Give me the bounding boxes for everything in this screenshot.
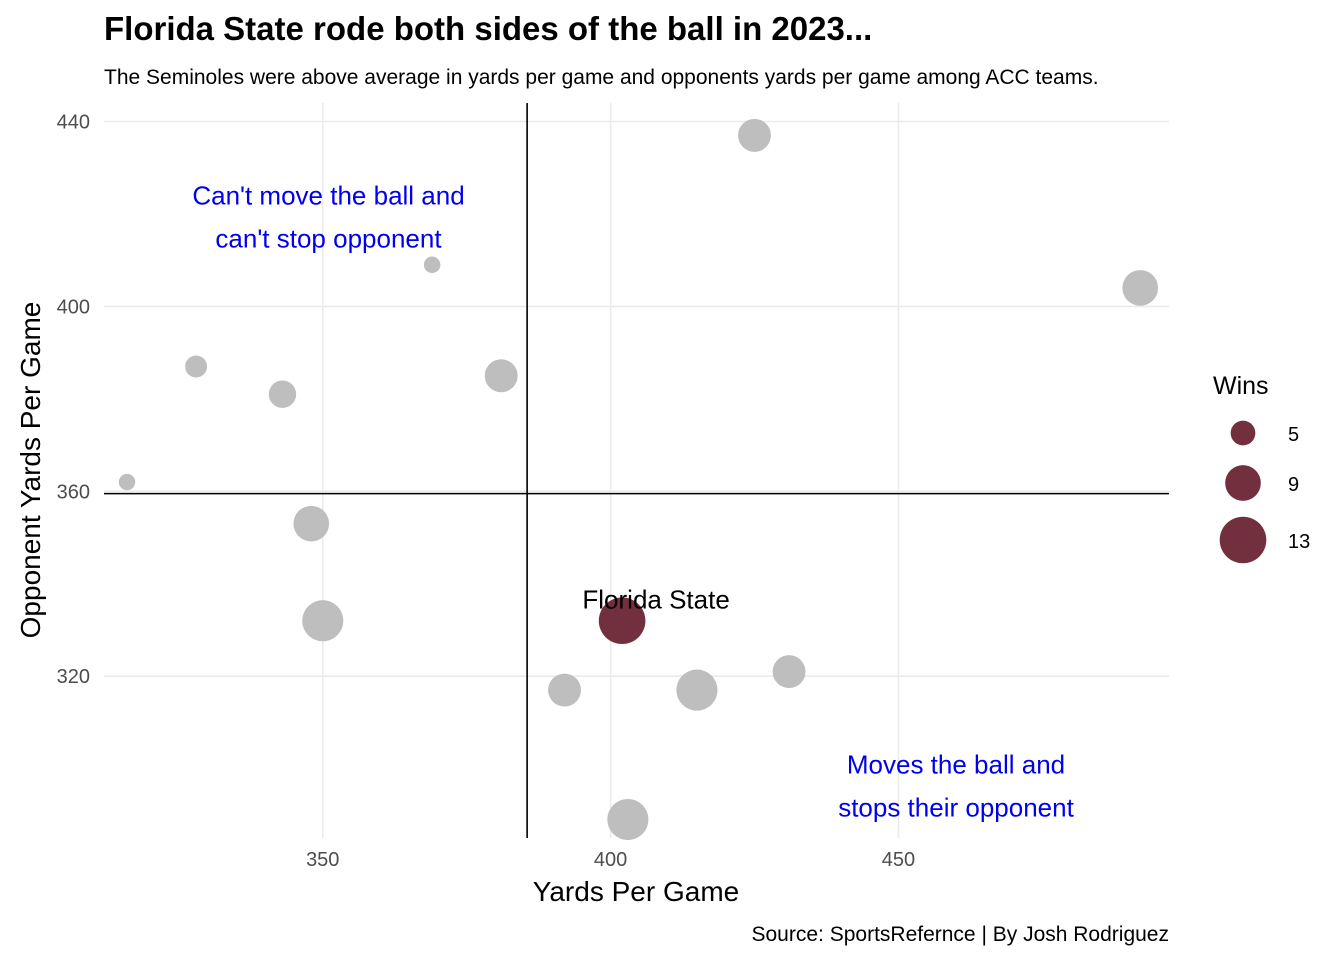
team-point [1122, 270, 1159, 306]
x-tick-label: 450 [882, 849, 915, 871]
team-point [268, 380, 297, 408]
y-tick-label: 360 [57, 481, 90, 503]
legend-title: Wins [1213, 372, 1269, 400]
legend-label: 9 [1288, 474, 1299, 496]
legend-key [1225, 465, 1261, 501]
x-tick-label: 350 [306, 849, 339, 871]
team-point [607, 798, 649, 841]
caption: Source: SportsRefernce | By Josh Rodrigu… [752, 923, 1170, 946]
annotation-line: Moves the ball and [847, 749, 1065, 779]
team-point [548, 673, 582, 707]
quadrant-annotation: Can't move the ball and can't stop oppone… [192, 181, 464, 254]
y-tick-label: 400 [57, 296, 90, 318]
annotation-line: can't stop opponent [215, 224, 442, 254]
annotation-line: Can't move the ball and [192, 181, 464, 211]
team-point [772, 655, 806, 689]
grid-lines [104, 103, 1169, 838]
y-tick-label: 440 [57, 111, 90, 133]
y-tick-label: 320 [57, 666, 90, 688]
legend-key [1219, 516, 1267, 564]
chart-subtitle: The Seminoles were above average in yard… [104, 66, 1099, 89]
y-axis-title: Opponent Yards Per Game [15, 302, 46, 639]
legend-label: 13 [1288, 531, 1310, 553]
team-point [676, 669, 718, 711]
size-legend: Wins 5 9 13 [1213, 372, 1310, 564]
point-label: Florida State [582, 585, 729, 615]
data-points [118, 118, 1159, 841]
chart-title: Florida State rode both sides of the bal… [104, 10, 873, 47]
point-labels: Florida State [582, 585, 729, 615]
annotation-line: stops their opponent [838, 792, 1074, 822]
quadrant-annotation: Moves the ball and stops their opponent [838, 749, 1074, 822]
team-point [423, 256, 441, 274]
team-point [118, 473, 136, 491]
legend-key [1230, 420, 1256, 446]
legend-label: 5 [1288, 424, 1299, 446]
team-point [293, 505, 330, 542]
x-tick-label: 400 [594, 849, 627, 871]
team-point [185, 355, 208, 378]
team-point [302, 600, 344, 642]
reference-lines [104, 103, 1169, 838]
axis-tick-labels: 350 400 450 320 360 400 440 [57, 111, 915, 871]
highlight-point [598, 597, 646, 645]
team-point [484, 359, 518, 393]
x-axis-title: Yards Per Game [533, 876, 739, 907]
quadrant-annotations: Can't move the ball and can't stop oppone… [192, 181, 1074, 823]
team-point [738, 118, 771, 152]
